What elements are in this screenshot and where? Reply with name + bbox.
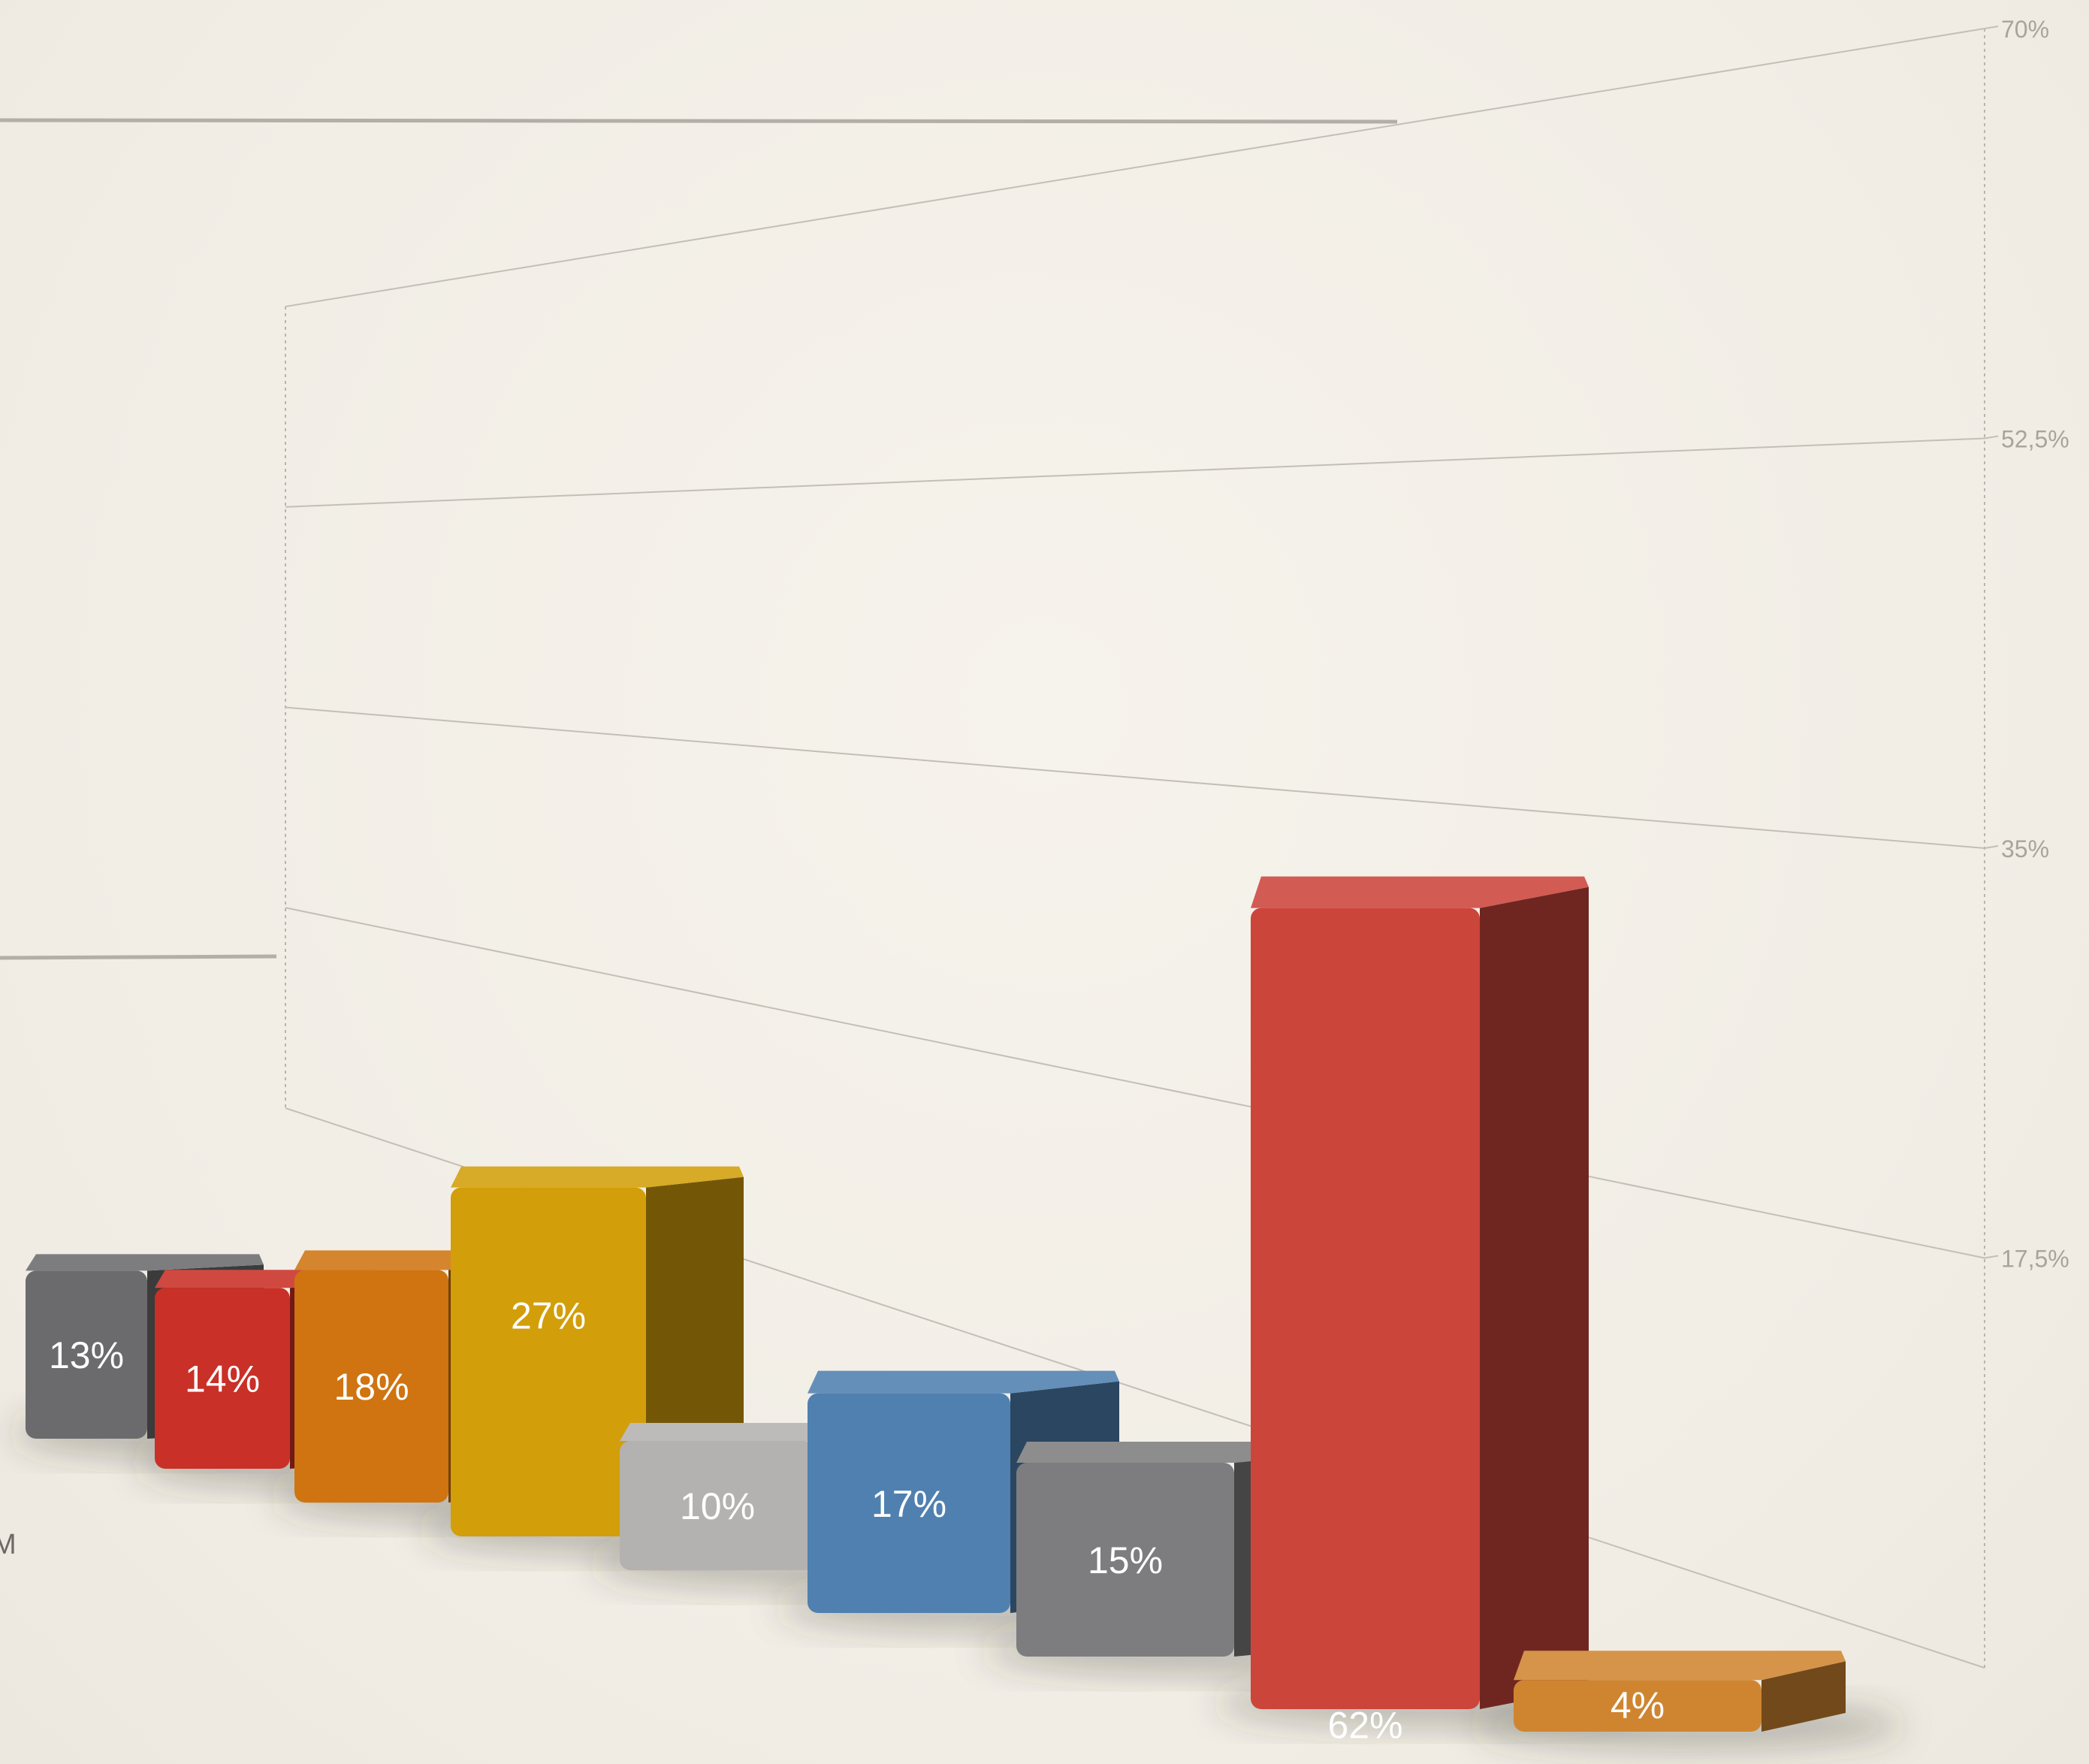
bar (155, 1288, 290, 1469)
bar-top-face (808, 1370, 1119, 1394)
category-label-partial: M (0, 1529, 17, 1560)
gridline (285, 907, 1985, 1259)
bar (1016, 1463, 1234, 1657)
background-frame-mid (0, 954, 277, 960)
bar-top-face (1514, 1651, 1846, 1681)
bar-value-label: 17% (871, 1483, 946, 1525)
tick-mark (1984, 845, 1999, 849)
gridline (285, 706, 1985, 849)
y-tick-label: 70% (2001, 16, 2049, 43)
bar (26, 1270, 147, 1439)
y-tick-label: 52,5% (2001, 426, 2069, 453)
bar-top-face (1251, 876, 1589, 908)
bar-top-face (451, 1166, 744, 1188)
bar-side-face (1761, 1661, 1846, 1732)
bar (808, 1393, 1010, 1613)
bar (1514, 1680, 1761, 1732)
gridline (285, 28, 1985, 307)
bar (1251, 908, 1480, 1709)
gridline (285, 437, 1985, 508)
bar-value-label: 18% (334, 1366, 409, 1408)
bar (294, 1270, 448, 1503)
bar-value-label: 10% (680, 1485, 755, 1527)
bar-value-label: 15% (1088, 1539, 1163, 1581)
bar (451, 1187, 646, 1536)
background-frame-top (0, 118, 1398, 124)
bar-value-label: 13% (49, 1334, 124, 1376)
y-tick-label: 17,5% (2001, 1246, 2069, 1273)
tick-mark (1984, 435, 1999, 439)
bar-top-face (26, 1254, 264, 1271)
y-tick-label: 35% (2001, 835, 2049, 862)
tick-mark (1984, 1255, 1999, 1259)
bar-value-label: 4% (1611, 1684, 1665, 1726)
bar-value-label: 14% (185, 1358, 260, 1400)
bar (620, 1441, 815, 1570)
bar-value-label: 27% (511, 1295, 586, 1337)
bar-value-label: 62% (1327, 1705, 1402, 1747)
tick-mark (1984, 26, 1999, 29)
bar-side-face (1480, 887, 1589, 1709)
